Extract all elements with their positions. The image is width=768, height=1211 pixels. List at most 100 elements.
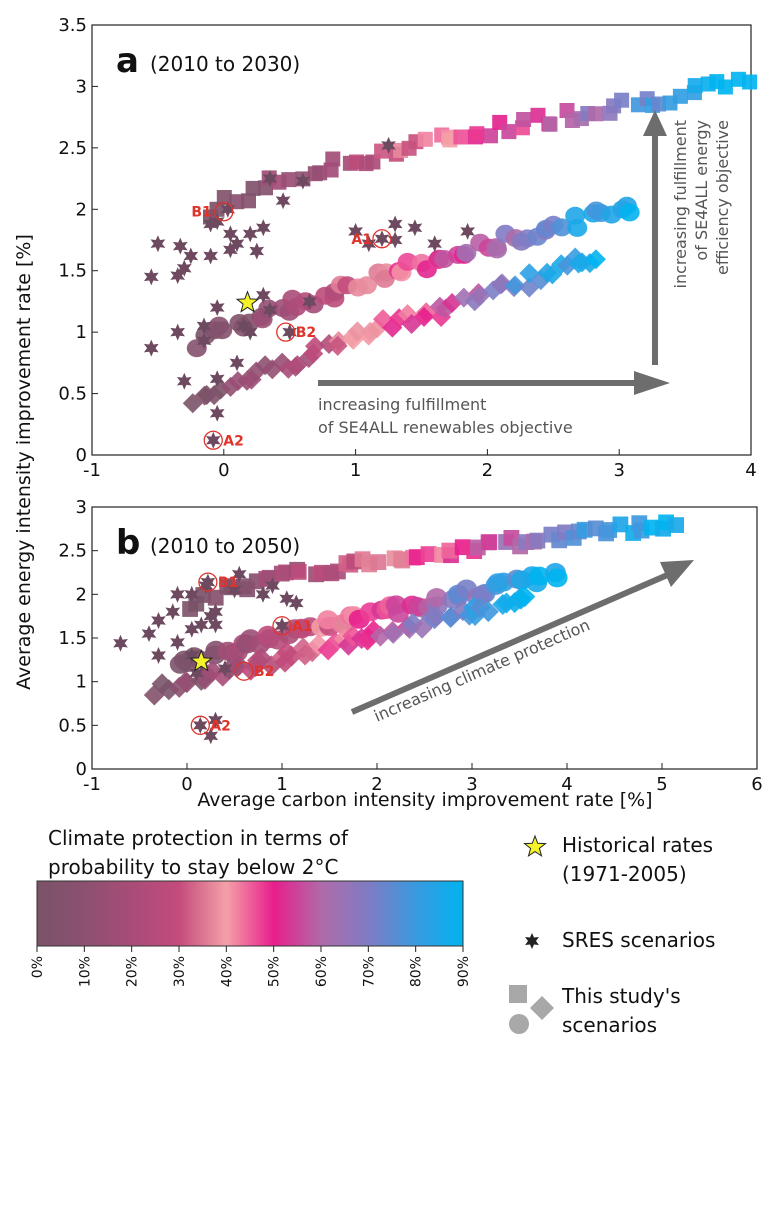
sres-scenario-label: B2 [296, 325, 316, 341]
study-square-point [245, 180, 261, 196]
x-tick-label: -1 [83, 460, 101, 481]
climate-arrow-shaft [350, 570, 674, 715]
x-axis-label: Average carbon intensity improvement rat… [197, 789, 652, 811]
sres-point [223, 225, 238, 243]
sres-point [184, 647, 200, 664]
x-tick-label: 4 [561, 774, 572, 795]
study-circle-point [528, 566, 550, 586]
legend-study: This study's scenarios [509, 984, 681, 1037]
study-square-point [441, 542, 458, 559]
study-circle-point [551, 218, 572, 237]
panel-b-letter: b [116, 523, 140, 563]
x-tick-label: -1 [83, 774, 101, 795]
study-square-point [612, 516, 629, 533]
sres-highlight-ring [272, 616, 292, 636]
study-diamond-point [304, 336, 325, 357]
sres-point [172, 237, 188, 255]
colorbar-tick-label: 60% [314, 956, 330, 987]
y-tick-label: 3.5 [58, 15, 87, 36]
sres-point [256, 219, 271, 237]
sres-highlight-ring [198, 572, 218, 592]
legend-historical: Historical rates (1971-2005) [523, 833, 713, 886]
study-circle-point [567, 218, 588, 237]
study-label-line-2: scenarios [562, 1013, 657, 1037]
y-tick-label: 1 [76, 672, 87, 693]
sres-point [196, 332, 212, 350]
sres-point [256, 286, 271, 304]
study-square-point [742, 74, 758, 90]
sres-point [242, 323, 258, 341]
study-diamond-point [327, 335, 348, 356]
colorbar-tick-label: 50% [267, 956, 283, 987]
study-circle-point [456, 243, 477, 262]
historical-star-icon [523, 834, 547, 858]
study-square-point [588, 106, 604, 122]
sres-point [170, 585, 185, 603]
study-square-point [325, 151, 341, 167]
colorbar [36, 880, 464, 947]
study-diamond-point [585, 249, 606, 270]
colorbar-tick-label: 80% [409, 956, 425, 987]
colorbar-tick-label: 70% [361, 956, 377, 987]
sres-highlight-ring [276, 322, 296, 342]
study-circle-point [212, 321, 233, 340]
sres-point [227, 581, 242, 599]
sres-point [265, 577, 280, 595]
sres-point [193, 616, 209, 634]
sres-point [387, 215, 403, 233]
study-square-point [453, 129, 469, 145]
sres-point [295, 172, 311, 190]
sres-highlight-ring [214, 202, 234, 222]
study-square-point [651, 96, 667, 112]
sres-highlight-ring [372, 229, 392, 249]
sres-scenario-label: A1 [351, 232, 372, 248]
x-tick-label: 2 [371, 774, 382, 795]
sres-highlight-ring [190, 715, 210, 735]
study-circle-point [356, 276, 377, 295]
sres-point [209, 213, 225, 231]
sres-point [176, 259, 192, 277]
colorbar-title-line-1: Climate protection in terms of [48, 826, 349, 850]
panel-a-title: (2010 to 2030) [150, 52, 300, 76]
renewables-arrow-head [634, 371, 670, 395]
sres-point [229, 354, 245, 372]
study-square-point [631, 515, 648, 532]
sres-point [183, 247, 199, 265]
sres-scenario-label: B1 [191, 205, 211, 221]
study-square-point [672, 88, 688, 104]
sres-point [279, 590, 295, 608]
x-tick-label: 6 [751, 774, 762, 795]
panel-a: a (2010 to 2030) -1 0 1 2 3 400.511.522.533.5… [58, 15, 758, 481]
sres-point [427, 235, 442, 253]
y-tick-label: 0 [76, 759, 87, 780]
sres-point [143, 268, 159, 286]
study-diamond-point [514, 586, 536, 608]
study-square-point [501, 124, 517, 140]
x-tick-label: 4 [745, 460, 756, 481]
sres-point [348, 222, 363, 240]
x-tick-label: 0 [218, 460, 229, 481]
sres-point [220, 200, 236, 218]
sres-scenario-label: A2 [223, 433, 244, 449]
sres-point [242, 225, 258, 243]
study-square-point [241, 193, 256, 209]
sres-point [255, 585, 271, 603]
sres-point [143, 339, 159, 357]
sres-point [150, 235, 166, 253]
study-square-point [481, 534, 498, 550]
y-tick-label: 1.5 [58, 261, 87, 282]
sres-point [203, 727, 219, 745]
historical-label-line-1: Historical rates [562, 833, 713, 857]
x-tick-label: 1 [276, 774, 287, 795]
sres-point [262, 301, 278, 319]
historical-point [235, 290, 260, 313]
sres-star-icon [525, 933, 539, 949]
y-tick-label: 1 [76, 322, 87, 343]
sres-point [361, 235, 377, 253]
sres-highlight-ring [203, 430, 223, 450]
study-square-point [687, 78, 703, 94]
historical-label-line-2: (1971-2005) [562, 862, 687, 886]
study-diamond-point [490, 274, 511, 295]
sres-point [208, 616, 223, 634]
